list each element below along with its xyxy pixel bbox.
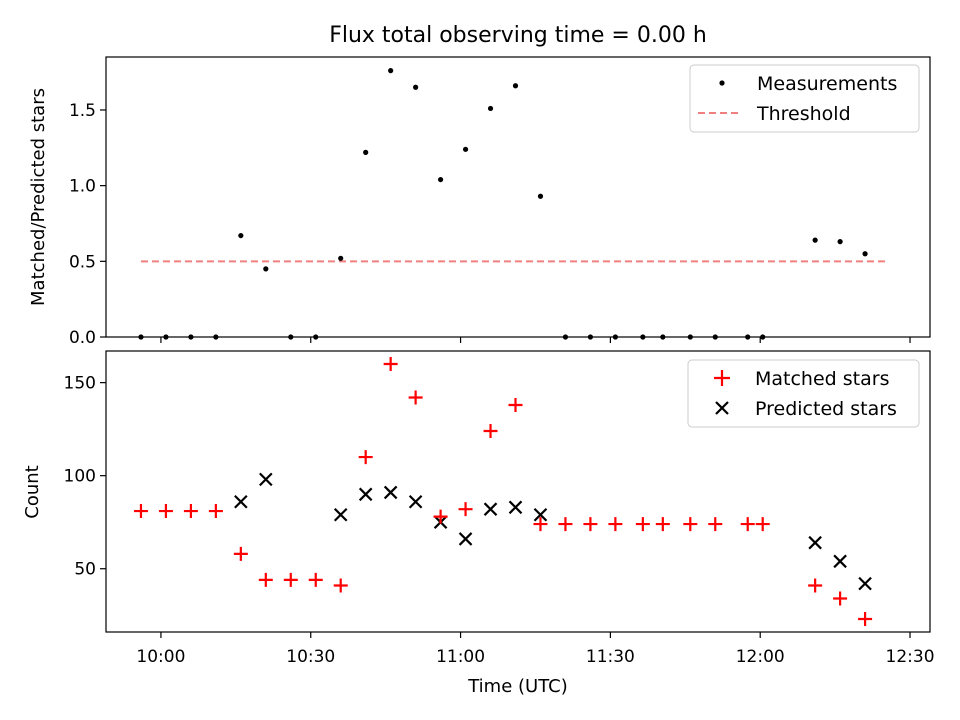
matched-stars-point xyxy=(183,504,198,519)
measurement-point xyxy=(388,68,394,74)
predicted-stars-point xyxy=(259,472,273,487)
bottom-legend: Matched stars Predicted stars xyxy=(687,359,920,428)
top-legend: Measurements Threshold xyxy=(689,64,920,133)
legend-threshold-label: Threshold xyxy=(756,103,851,125)
measurement-point xyxy=(837,239,843,245)
predicted-stars-point xyxy=(833,554,847,569)
bottom-y-ticks: 50 100 150 xyxy=(64,374,106,580)
matched-stars-point xyxy=(333,578,348,593)
matched-stars-point xyxy=(308,572,323,587)
matched-stars-point xyxy=(208,504,223,519)
matched-stars-point xyxy=(158,504,173,519)
matched-stars-point xyxy=(583,517,598,532)
bottom-y-tick-label: 100 xyxy=(64,467,96,487)
matched-stars-point xyxy=(258,572,273,587)
measurement-point xyxy=(413,84,419,90)
measurement-point xyxy=(512,83,519,89)
top-y-tick-label: 0.5 xyxy=(69,252,96,272)
x-tick-label: 10:00 xyxy=(136,647,185,667)
measurement-point xyxy=(437,176,444,183)
measurement-point xyxy=(363,149,369,155)
x-tick-label: 11:00 xyxy=(436,647,485,667)
legend-measurements-marker xyxy=(719,80,725,86)
x-tick-label: 11:30 xyxy=(586,647,635,667)
top-panel: Flux total observing time = 0.00 h Match… xyxy=(28,23,931,348)
top-axes-frame xyxy=(105,56,931,338)
matched-stars-point xyxy=(608,517,623,532)
bottom-y-tick-label: 50 xyxy=(74,560,96,580)
bottom-legend-box xyxy=(687,359,920,428)
matched-stars-point xyxy=(283,572,298,587)
matched-stars-point xyxy=(858,611,873,626)
measurement-point xyxy=(338,255,344,261)
top-y-tick-label: 1.0 xyxy=(69,177,96,197)
matched-stars-point xyxy=(635,517,650,532)
measurement-point xyxy=(487,105,494,112)
top-x-ticks xyxy=(160,337,911,343)
matched-stars-point xyxy=(683,517,698,532)
bottom-plot-area xyxy=(133,357,873,626)
x-axis-label: Time (UTC) xyxy=(467,676,568,697)
x-tick-label: 12:00 xyxy=(736,647,785,667)
bottom-axes-frame xyxy=(105,350,931,633)
matched-stars-point xyxy=(558,517,573,532)
top-y-axis-label: Matched/Predicted stars xyxy=(28,88,49,306)
measurement-point xyxy=(263,266,269,272)
predicted-stars-point xyxy=(508,500,523,515)
predicted-stars-point xyxy=(358,487,373,502)
measurement-point xyxy=(462,146,469,152)
top-y-tick-label: 1.5 xyxy=(69,101,96,121)
matched-stars-point xyxy=(483,424,498,439)
matched-stars-point xyxy=(433,509,448,524)
top-legend-box xyxy=(689,64,920,133)
matched-stars-point xyxy=(233,546,248,561)
matched-stars-point xyxy=(358,450,373,465)
matched-stars-point xyxy=(408,390,423,405)
matched-stars-point xyxy=(458,502,473,517)
predicted-stars-point xyxy=(808,535,822,550)
matched-stars-point xyxy=(133,504,148,519)
measurement-point xyxy=(238,232,244,239)
legend-matched-marker xyxy=(714,370,730,386)
bottom-y-tick-label: 150 xyxy=(64,374,96,394)
x-tick-label: 12:30 xyxy=(886,647,935,667)
chart-title: Flux total observing time = 0.00 h xyxy=(329,23,707,48)
bottom-panel: Count Time (UTC) 50 100 150 10:00 10:30 11:0… xyxy=(22,350,935,697)
x-tick-label: 10:30 xyxy=(286,647,335,667)
matched-stars-point xyxy=(508,397,523,412)
matched-stars-point xyxy=(708,517,723,532)
measurement-point xyxy=(862,251,868,257)
predicted-stars-point xyxy=(408,494,423,509)
measurement-point xyxy=(537,193,544,199)
top-y-tick-label: 0.0 xyxy=(69,328,96,348)
matched-stars-point xyxy=(755,517,770,532)
matched-stars-point xyxy=(383,357,398,372)
predicted-stars-point xyxy=(383,485,398,500)
predicted-stars-point xyxy=(483,502,498,516)
top-y-ticks: 0.0 0.5 1.0 1.5 xyxy=(69,101,106,348)
matched-stars-point xyxy=(655,517,670,532)
matched-stars-point xyxy=(808,578,823,593)
predicted-stars-point xyxy=(333,507,348,522)
legend-predicted-marker xyxy=(715,401,729,415)
matched-stars-point xyxy=(833,591,848,606)
legend-predicted-label: Predicted stars xyxy=(755,398,897,420)
matched-stars-point xyxy=(533,517,548,532)
measurement-point xyxy=(812,237,818,243)
legend-matched-label: Matched stars xyxy=(755,368,889,390)
predicted-stars-point xyxy=(458,532,473,546)
predicted-stars-point xyxy=(858,576,872,591)
legend-measurements-label: Measurements xyxy=(757,73,897,95)
predicted-stars-point xyxy=(234,494,248,509)
matched-stars-point xyxy=(740,517,755,532)
bottom-y-axis-label: Count xyxy=(22,465,43,518)
bottom-x-ticks: 10:00 10:30 11:00 11:30 12:00 12:30 xyxy=(136,632,935,667)
predicted-stars-point xyxy=(533,507,548,522)
